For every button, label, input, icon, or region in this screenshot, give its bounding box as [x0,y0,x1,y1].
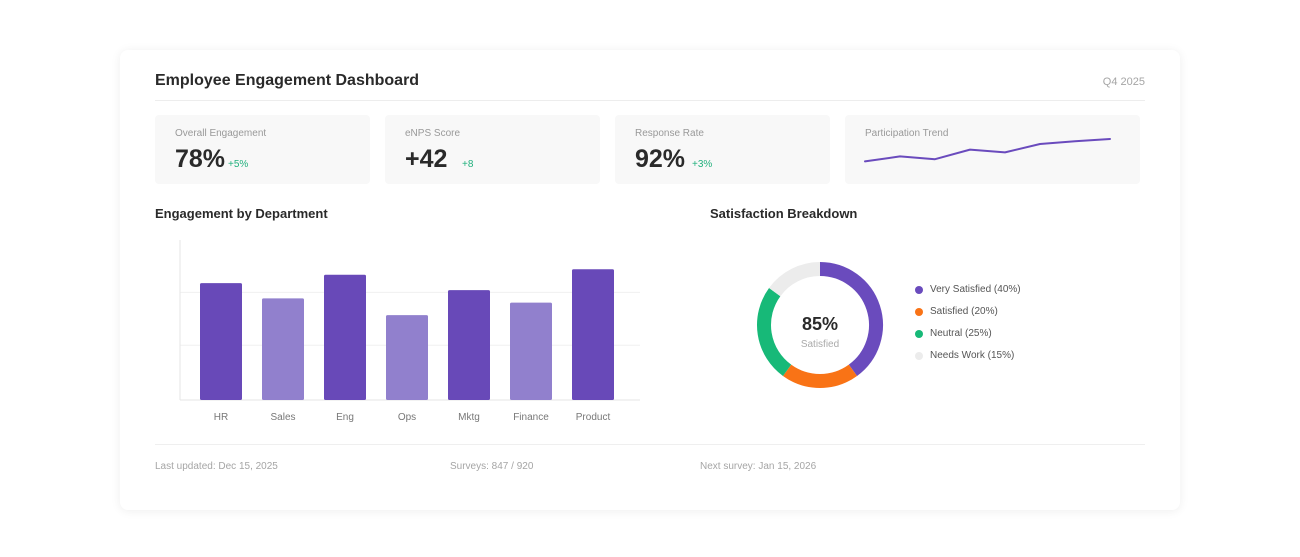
dashboard-header: Employee Engagement Dashboard Q4 2025 [155,72,1145,101]
satisfaction-donut-chart: 85% Satisfied [757,262,883,388]
satisfaction-section-title: Satisfaction Breakdown [710,206,858,221]
legend-label: Very Satisfied (40%) [930,284,1021,295]
kpi-label: eNPS Score [405,128,461,139]
bar-product [572,269,614,400]
x-tick-label: HR [214,412,228,423]
kpi-value: 78% [175,145,226,173]
kpi-value: 92% [635,145,686,173]
slice-neutral [757,287,792,376]
x-tick-label: Sales [270,412,295,423]
legend-swatch [915,352,923,360]
next-survey-text: Next survey: Jan 15, 2026 [700,461,817,472]
trend-sparkline [864,138,1111,163]
legend-label: Neutral (25%) [930,328,992,339]
bar-sales [262,298,304,400]
bar-eng [324,274,366,400]
footer-divider [155,444,1145,445]
kpi-participation-trend: Participation Trend [845,115,1140,184]
legend-label: Needs Work (15%) [930,350,1015,361]
kpi-delta: +5% [228,159,249,170]
dashboard-card: Employee Engagement Dashboard Q4 2025 Ov… [120,50,1180,510]
legend-label: Satisfied (20%) [930,306,998,317]
kpi-delta: +3% [692,159,713,170]
department-section-title: Engagement by Department [155,206,328,221]
x-tick-label: Mktg [458,412,480,423]
page-title: Employee Engagement Dashboard [155,72,420,89]
x-tick-label: Eng [336,412,354,423]
kpi-delta: +8 [462,159,474,170]
kpi-value: +42 [405,145,448,173]
donut-center-value: 85% [802,314,838,334]
trend-line [864,138,1111,163]
kpi-response-rate: Response Rate 92% +3% [615,115,830,184]
kpi-label: Participation Trend [865,128,949,139]
bar-ops [386,315,428,400]
kpi-enps-score: eNPS Score +42 +8 [385,115,600,184]
department-bar-chart: HR Sales Eng Ops Mktg Finance Product [179,240,640,423]
x-tick-label: Finance [513,412,549,423]
legend-swatch [915,308,923,316]
slice-needs-work [769,262,821,297]
bar-finance [510,302,552,400]
slice-very-satisfied [819,262,883,376]
x-tick-label: Product [576,412,611,423]
bar-mktg [448,290,490,400]
kpi-overall-engagement: Overall Engagement 78% +5% [155,115,370,184]
slice-satisfied [782,364,858,388]
period-label: Q4 2025 [1102,76,1145,88]
legend-swatch [915,286,923,294]
kpi-label: Overall Engagement [175,128,267,139]
kpi-label: Response Rate [635,128,704,139]
last-updated-text: Last updated: Dec 15, 2025 [155,461,278,472]
bar-hr [200,283,242,400]
donut-center-label: Satisfied [801,339,839,350]
legend-swatch [915,330,923,338]
x-tick-label: Ops [398,412,416,423]
surveys-count-text: Surveys: 847 / 920 [450,461,534,472]
